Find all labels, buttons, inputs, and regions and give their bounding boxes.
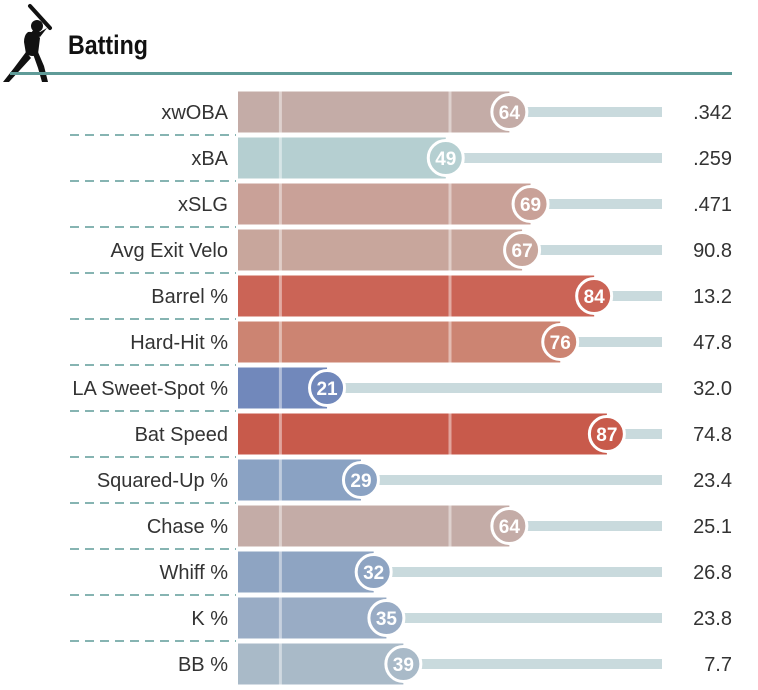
percentile-marker <box>354 553 393 591</box>
category-label: xBA <box>191 148 228 170</box>
stat-value: 7.7 <box>704 654 732 676</box>
stat-value: .259 <box>693 148 732 170</box>
percentile-bar <box>238 137 446 179</box>
percentile-marker <box>503 231 542 269</box>
category-label: LA Sweet-Spot % <box>72 378 228 400</box>
percentile-label: 35 <box>376 609 398 630</box>
percentile-bar <box>238 551 374 593</box>
percentile-label: 67 <box>512 241 533 262</box>
track-bar <box>238 383 662 393</box>
percentile-bar <box>238 643 404 685</box>
chart-header: Batting <box>0 0 758 82</box>
percentile-bar <box>238 597 387 639</box>
percentile-label: 64 <box>499 517 521 538</box>
stat-value: .471 <box>693 194 732 216</box>
percentile-marker <box>575 277 614 315</box>
category-label: Avg Exit Velo <box>111 240 228 262</box>
percentile-label: 32 <box>363 563 384 584</box>
track-bar <box>238 613 662 623</box>
category-label: K % <box>191 608 228 630</box>
percentile-label: 64 <box>499 103 521 124</box>
percentile-label: 29 <box>350 471 371 492</box>
percentile-label: 84 <box>584 287 606 308</box>
stat-value: 90.8 <box>693 240 732 262</box>
percentile-marker <box>541 323 580 361</box>
percentile-marker <box>367 599 406 637</box>
percentile-label: 49 <box>435 149 456 170</box>
track-bar <box>238 475 662 485</box>
category-label: Bat Speed <box>135 424 228 446</box>
category-label: BB % <box>178 654 228 676</box>
percentile-marker <box>490 93 529 131</box>
percentile-bar <box>238 459 361 501</box>
track-bar <box>238 659 662 669</box>
category-label: Whiff % <box>159 562 228 584</box>
track-bar <box>238 567 662 577</box>
category-label: xSLG <box>178 194 228 216</box>
header-rule <box>10 72 732 75</box>
stat-value: 26.8 <box>693 562 732 584</box>
percentile-bar <box>238 275 595 317</box>
stat-value: 23.8 <box>693 608 732 630</box>
percentile-marker <box>426 139 465 177</box>
category-label: Hard-Hit % <box>130 332 228 354</box>
stat-value: 25.1 <box>693 516 732 538</box>
percentile-label: 69 <box>520 195 541 216</box>
category-label: Chase % <box>147 516 228 538</box>
percentile-marker <box>384 645 423 683</box>
stat-value: 23.4 <box>693 470 732 492</box>
percentile-label: 39 <box>393 655 414 676</box>
stat-value: 32.0 <box>693 378 732 400</box>
percentile-bar <box>238 91 510 133</box>
percentile-label: 21 <box>316 379 338 400</box>
percentile-marker <box>308 369 347 407</box>
percentile-marker <box>490 507 529 545</box>
percentile-bar <box>238 505 510 547</box>
percentile-label: 87 <box>596 425 617 446</box>
category-label: xwOBA <box>161 102 228 124</box>
stat-value: 74.8 <box>693 424 732 446</box>
chart-title: Batting <box>68 30 148 60</box>
percentile-marker <box>587 415 626 453</box>
stat-value: 13.2 <box>693 286 732 308</box>
stat-value: .342 <box>693 102 732 124</box>
percentile-marker <box>511 185 550 223</box>
category-label: Squared-Up % <box>97 470 228 492</box>
percentile-bar <box>238 413 607 455</box>
percentile-bar <box>238 183 531 225</box>
percentile-bar <box>238 229 523 271</box>
stat-value: 47.8 <box>693 332 732 354</box>
category-label: Barrel % <box>151 286 228 308</box>
percentile-marker <box>341 461 380 499</box>
percentile-bar <box>238 321 561 363</box>
percentile-label: 76 <box>550 333 571 354</box>
